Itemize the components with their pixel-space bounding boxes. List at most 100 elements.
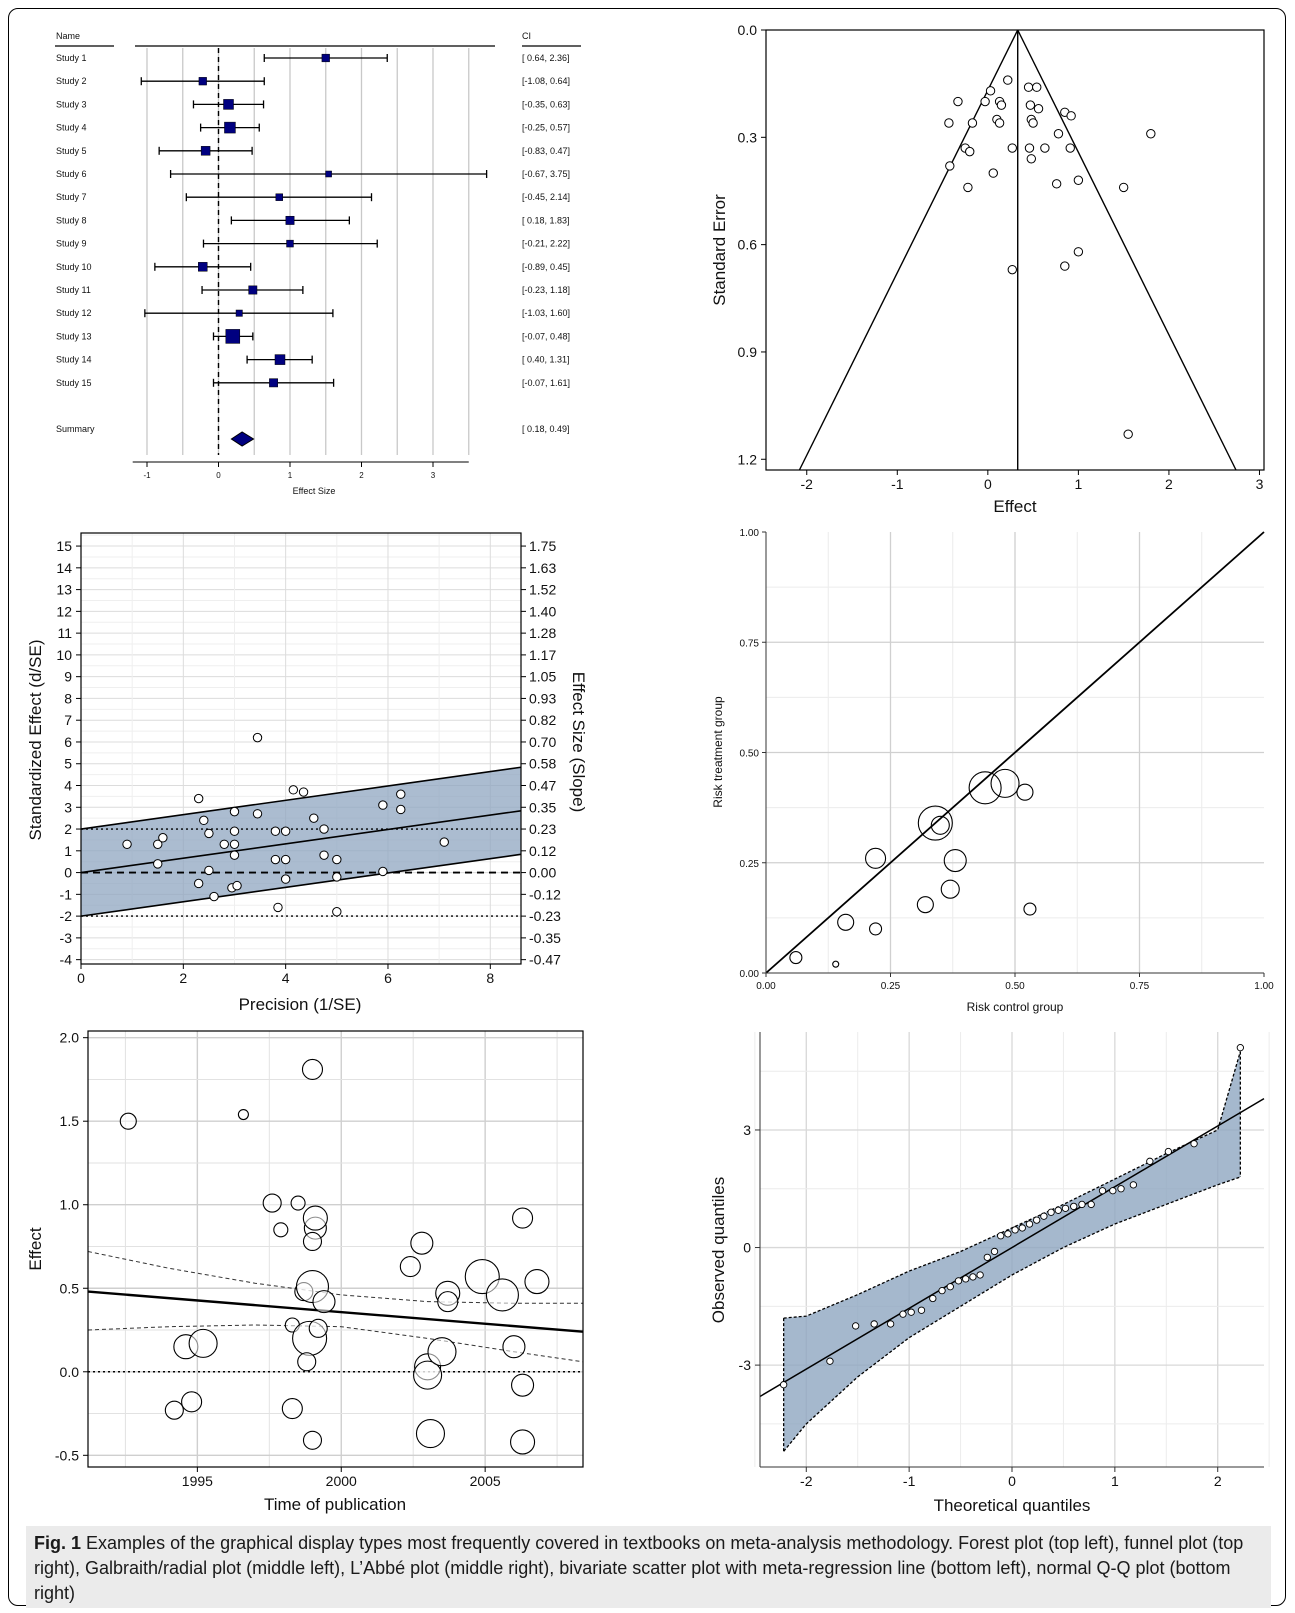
galbraith-x-axis-title: Precision (1/SE) — [239, 995, 362, 1014]
forest-ci-label: [-0.25, 0.57] — [522, 123, 570, 133]
galbraith-x-tick-label: 6 — [384, 970, 392, 986]
galbraith-y-axis-title: Standardized Effect (d/SE) — [26, 640, 45, 841]
qq-sample-point — [976, 1271, 984, 1279]
funnel-study-point — [1051, 179, 1062, 189]
qq-sample-point — [1190, 1140, 1198, 1148]
galbraith-right-tick-label: -0.47 — [529, 952, 561, 968]
metareg-study-bubble — [510, 1429, 536, 1455]
galbraith-x-tick-label: 0 — [77, 970, 85, 986]
galbraith-y-tick-label: 11 — [57, 625, 72, 641]
metareg-study-bubble — [437, 1291, 459, 1313]
metareg-study-bubble — [273, 1222, 289, 1238]
funnel-study-point — [967, 118, 978, 128]
galbraith-y-tick-label: 12 — [56, 603, 72, 619]
forest-x-tick-label: -1 — [143, 471, 151, 480]
metareg-study-bubble — [302, 1205, 328, 1231]
galbraith-study-point — [378, 866, 388, 877]
galbraith-right-tick-label: -0.12 — [529, 886, 561, 902]
metareg-regression-line — [87, 1290, 584, 1333]
funnel-y-tick-label: 0.3 — [738, 129, 758, 145]
forest-study-label: Study 6 — [56, 169, 87, 179]
galbraith-study-point — [396, 789, 406, 799]
galbraith-study-point — [309, 813, 319, 823]
labbe-x-tick-label: 0.25 — [881, 981, 901, 992]
qq-sample-point — [1109, 1187, 1117, 1195]
forest-study-label: Study 10 — [56, 262, 92, 272]
funnel-right-limit — [1017, 29, 1237, 471]
qq-sample-point — [997, 1232, 1005, 1240]
metareg-study-bubble — [188, 1328, 218, 1358]
qq-sample-point — [1236, 1044, 1244, 1052]
metareg-study-bubble — [290, 1195, 306, 1211]
forest-ci-label: [ 0.64, 2.36] — [522, 53, 570, 63]
metareg-y-tick-label: 0.0 — [60, 1364, 80, 1380]
funnel-y-tick-label: 0.6 — [738, 237, 758, 253]
labbe-x-axis-title: Risk control group — [967, 1000, 1064, 1014]
galbraith-right-tick-label: -0.35 — [529, 930, 561, 946]
qq-x-axis-title: Theoretical quantiles — [934, 1496, 1091, 1515]
funnel-x-tick-label: 0 — [984, 476, 992, 492]
galbraith-study-point — [153, 839, 163, 849]
qq-sample-point — [954, 1277, 963, 1285]
qq-y-tick-label: -3 — [739, 1357, 752, 1373]
forest-summary-diamond — [230, 431, 255, 447]
metareg-study-bubble — [524, 1269, 550, 1295]
labbe-x-tick-label: 0.00 — [756, 981, 776, 992]
labbe-x-tick-label: 0.75 — [1130, 981, 1150, 992]
galbraith-study-point — [232, 880, 242, 891]
forest-ci-label: [-0.21, 2.22] — [522, 239, 570, 249]
qq-sample-point — [1011, 1226, 1019, 1234]
galbraith-study-point — [252, 809, 263, 819]
funnel-y-axis-title: Standard Error — [710, 194, 729, 306]
funnel-study-point — [1118, 182, 1129, 193]
forest-study-label: Study 12 — [56, 308, 92, 318]
funnel-study-point — [1060, 261, 1070, 271]
qq-sample-point — [1078, 1200, 1086, 1209]
labbe-y-tick-label: 1.00 — [740, 528, 760, 539]
metareg-study-bubble — [415, 1419, 446, 1449]
galbraith-right-tick-label: -0.23 — [529, 908, 561, 924]
galbraith-study-point — [280, 854, 291, 865]
forest-ci-label: [-0.07, 0.48] — [522, 331, 570, 341]
galbraith-upper-line — [80, 766, 522, 830]
funnel-study-point — [1053, 129, 1064, 139]
figure-caption: Fig. 1 Examples of the graphical display… — [26, 1526, 1271, 1608]
labbe-study-point — [869, 922, 883, 936]
galbraith-study-point — [204, 828, 214, 839]
metareg-study-bubble — [312, 1290, 336, 1314]
labbe-study-point — [940, 879, 960, 899]
metareg-y-tick-label: 1.5 — [60, 1113, 80, 1129]
galbraith-y-tick-label: 5 — [64, 756, 72, 772]
funnel-study-point — [1025, 100, 1036, 110]
galbraith-y-tick-label: 13 — [56, 582, 72, 598]
forest-study-label: Study 8 — [56, 215, 87, 225]
qq-sample-point — [1047, 1208, 1055, 1216]
forest-point-estimate — [223, 99, 234, 110]
galbraith-right-tick-label: 1.17 — [529, 647, 556, 663]
galbraith-study-point — [158, 833, 168, 843]
funnel-x-tick-label: -2 — [801, 476, 814, 492]
qq-sample-point — [1070, 1202, 1078, 1211]
labbe-study-point — [837, 913, 855, 931]
galbraith-study-point — [439, 837, 449, 847]
metareg-panel-bg — [88, 1031, 583, 1467]
labbe-study-point — [990, 768, 1020, 798]
metareg-study-bubble — [119, 1112, 137, 1130]
forest-point-estimate — [274, 354, 286, 365]
qq-sample-point — [1033, 1216, 1041, 1224]
labbe-study-point — [930, 815, 950, 835]
galbraith-y-tick-label: -1 — [60, 886, 73, 902]
metareg-study-bubble — [511, 1373, 535, 1397]
forest-x-tick-label: 3 — [431, 471, 436, 480]
forest-point-estimate — [275, 193, 283, 201]
forest-point-estimate — [285, 215, 295, 225]
forest-point-estimate — [198, 262, 208, 272]
galbraith-study-point — [229, 850, 240, 860]
funnel-study-point — [945, 161, 955, 171]
qq-confidence-band — [783, 1051, 1241, 1452]
galbraith-y-tick-label: 0 — [64, 865, 72, 881]
galbraith-right-tick-label: 0.82 — [529, 712, 556, 728]
labbe-x-tick-label: 1.00 — [1254, 981, 1274, 992]
qq-sample-point — [983, 1253, 991, 1261]
qq-x-tick-label: -2 — [800, 1473, 813, 1489]
